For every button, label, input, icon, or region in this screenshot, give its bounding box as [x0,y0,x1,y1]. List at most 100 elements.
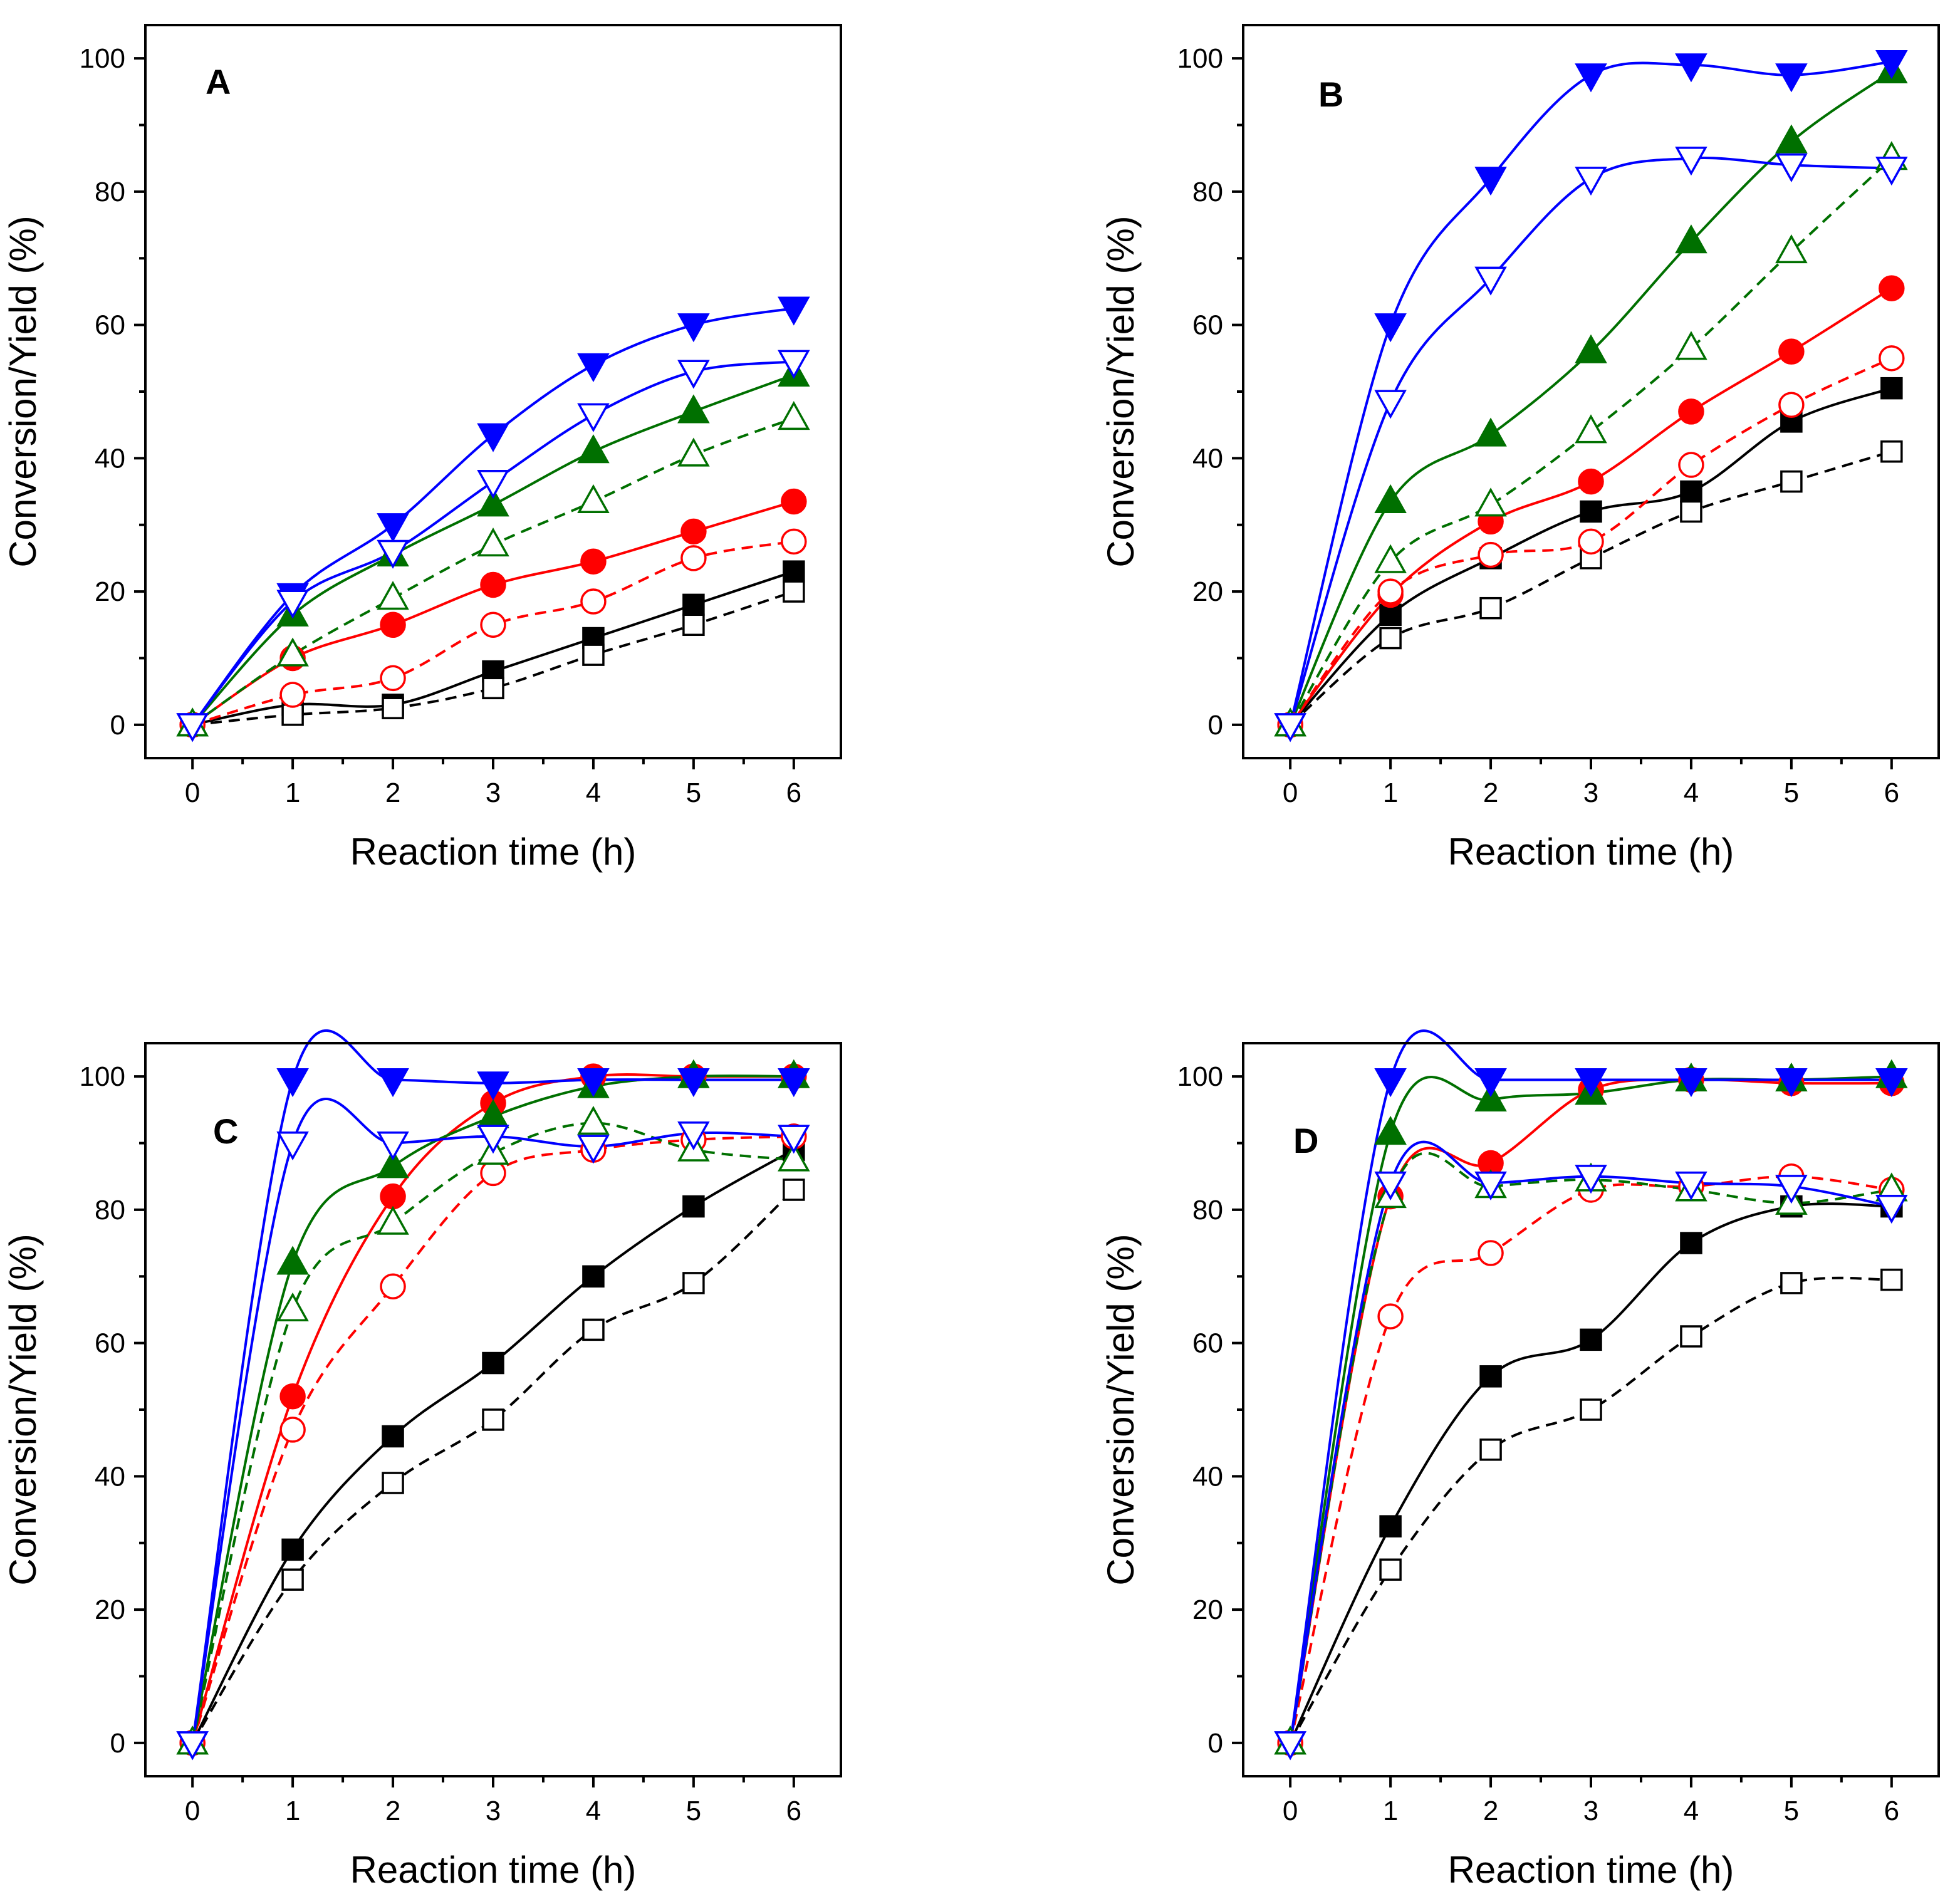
data-point [1880,440,1903,463]
data-point [1374,1116,1407,1145]
data-point [677,437,710,467]
y-tick-label: 60 [1192,1328,1223,1359]
data-point [477,470,509,499]
x-tick-label: 2 [385,778,400,808]
data-point [1479,1439,1502,1461]
data-point [783,560,805,583]
y-axis-title: Conversion/Yield (%) [1100,216,1142,567]
panel-label: A [206,62,231,101]
data-point [1680,480,1702,503]
y-tick-label: 0 [1208,710,1223,741]
data-point [580,548,607,575]
data-point [279,682,306,708]
panel-label: B [1318,75,1343,114]
x-tick-label: 6 [1884,778,1899,808]
data-point [682,1195,705,1218]
data-point [1680,1232,1702,1254]
data-point [477,1071,509,1101]
data-point [382,1425,404,1448]
data-point [281,1568,304,1591]
y-tick-label: 80 [95,1195,125,1225]
data-point [1374,484,1407,514]
data-point [477,423,509,452]
data-point [377,1131,409,1161]
x-tick-label: 0 [1283,778,1298,808]
series-markers-4 [1277,345,1905,738]
data-point [1379,1558,1402,1581]
data-point [677,313,710,343]
data-point [682,1272,705,1294]
series-markers-5 [1274,54,1908,737]
y-tick-label: 80 [1192,177,1223,207]
data-point [480,1160,506,1187]
data-point [1474,1082,1507,1111]
data-point [1775,124,1808,153]
y-tick-label: 40 [95,1461,125,1492]
data-point [1775,63,1808,93]
data-point [1374,390,1407,419]
series-line-4 [1289,1175,1892,1744]
panel-label: D [1293,1121,1318,1160]
series-markers-2 [181,580,805,736]
data-point [1379,627,1402,650]
data-point [1775,1068,1808,1098]
x-tick-label: 6 [1884,1796,1899,1826]
data-point [482,1351,504,1375]
data-point [1775,1175,1808,1204]
x-tick-label: 1 [285,778,300,808]
data-point [480,611,506,638]
data-point [276,1246,309,1275]
data-point [680,545,707,571]
data-point [377,581,409,610]
x-tick-label: 0 [1283,1796,1298,1826]
x-tick-label: 1 [285,1796,300,1826]
panel-label: C [213,1111,238,1151]
x-tick-label: 4 [1684,778,1699,808]
y-tick-label: 40 [95,443,125,474]
series-markers-1 [1279,1195,1903,1754]
data-point [783,1178,805,1201]
data-point [1575,167,1607,196]
data-point [279,1383,306,1410]
data-point [1575,1068,1607,1098]
series-markers-2 [1279,440,1903,736]
y-tick-label: 60 [1192,310,1223,341]
series-markers-8 [1274,1165,1908,1761]
data-point [1778,338,1805,365]
data-point [582,1318,605,1341]
y-tick-label: 0 [110,1728,125,1759]
data-point [778,400,810,430]
x-tick-label: 6 [786,1796,801,1826]
data-point [1879,275,1905,301]
data-point [582,1265,605,1288]
data-point [1675,1171,1707,1200]
data-point [778,1068,810,1098]
x-tick-label: 2 [385,1796,400,1826]
series-line-6 [191,1121,794,1744]
data-point [577,1135,610,1164]
y-tick-label: 0 [110,710,125,741]
x-tick-label: 1 [1383,1796,1398,1826]
data-point [577,434,610,464]
data-point [1374,313,1407,343]
x-axis-title: Reaction time (h) [1448,1849,1734,1891]
series-markers-8 [176,1121,810,1761]
series-line-4 [191,1135,794,1744]
data-point [176,713,209,742]
data-point [176,1731,209,1761]
data-point [1675,1068,1707,1098]
data-point [577,353,610,383]
y-tick-label: 60 [95,310,125,341]
data-point [1578,468,1604,495]
data-point [1474,417,1507,447]
x-tick-label: 5 [1784,778,1799,808]
data-point [276,1292,309,1322]
x-tick-label: 4 [1684,1796,1699,1826]
data-point [276,590,309,619]
data-point [778,1142,810,1172]
data-point [1478,1240,1504,1266]
y-tick-label: 0 [1208,1728,1223,1759]
